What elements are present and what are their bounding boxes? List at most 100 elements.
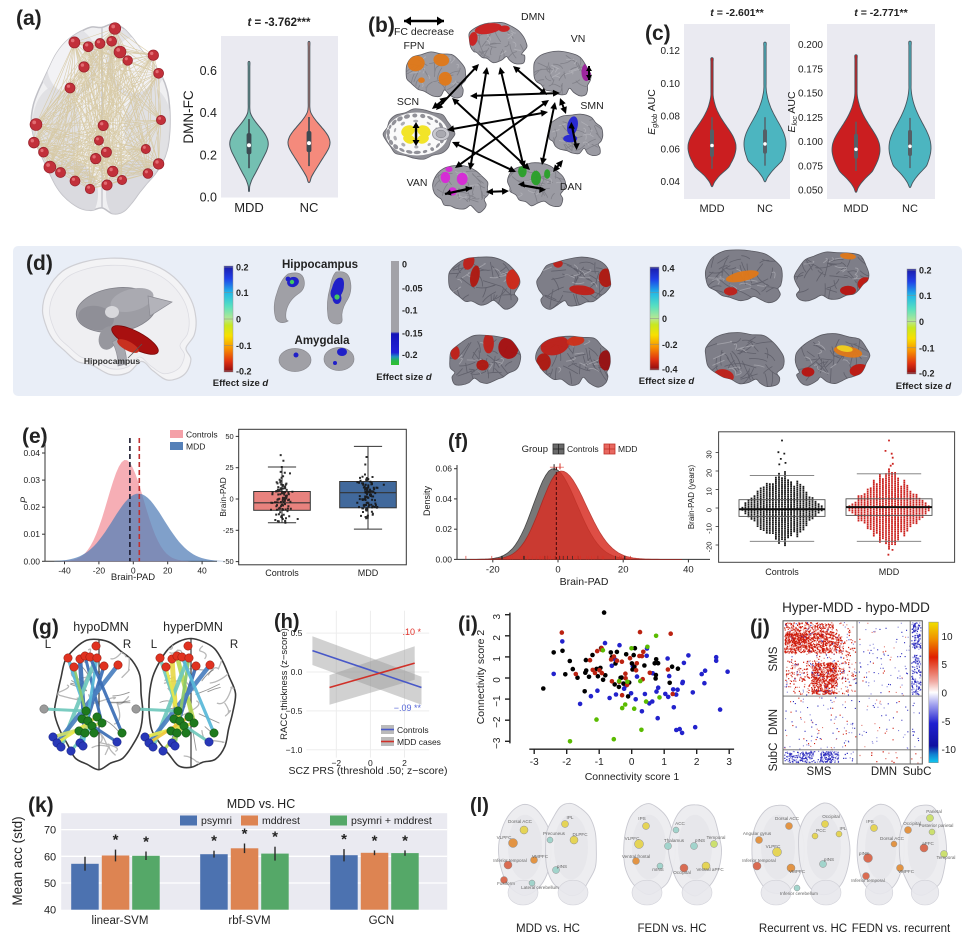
svg-text:MDD: MDD: [618, 444, 637, 454]
svg-text:linear-SVM: linear-SVM: [92, 915, 149, 927]
svg-text:Eloc AUC: Eloc AUC: [786, 91, 799, 133]
svg-text:.10 *: .10 *: [402, 627, 421, 637]
svg-text:t = -2.771**: t = -2.771**: [854, 7, 908, 19]
svg-text:SubC: SubC: [768, 743, 780, 772]
svg-text:FEDN vs. recurrent: FEDN vs. recurrent: [852, 923, 951, 935]
svg-text:0.4: 0.4: [662, 264, 675, 274]
svg-text:pINS: pINS: [824, 857, 834, 862]
svg-text:0.08: 0.08: [661, 112, 681, 123]
svg-text:Occipital: Occipital: [673, 870, 691, 875]
svg-text:R: R: [123, 639, 131, 651]
svg-text:0: 0: [629, 757, 635, 768]
svg-text:0.0: 0.0: [200, 191, 217, 205]
svg-text:Precuneus: Precuneus: [543, 831, 566, 836]
svg-text:0.00: 0.00: [435, 554, 452, 564]
svg-text:(l): (l): [470, 795, 489, 817]
svg-text:VMPFC: VMPFC: [789, 869, 806, 874]
svg-text:ACC: ACC: [675, 821, 685, 826]
svg-text:0.050: 0.050: [798, 186, 823, 197]
svg-text:0.1: 0.1: [919, 291, 932, 301]
svg-text:-0.15: -0.15: [402, 328, 423, 338]
svg-text:50: 50: [44, 878, 56, 890]
svg-text:VN: VN: [571, 33, 586, 45]
svg-text:-20: -20: [486, 564, 500, 575]
svg-text:0: 0: [662, 314, 667, 324]
svg-text:psymri + mddrest: psymri + mddrest: [351, 815, 432, 827]
svg-text:Hyper-MDD - hypo-MDD: Hyper-MDD - hypo-MDD: [782, 600, 930, 615]
svg-text:FEDN vs. HC: FEDN vs. HC: [638, 923, 707, 935]
svg-text:0.06: 0.06: [435, 464, 452, 474]
svg-text:Eglob AUC: Eglob AUC: [646, 89, 659, 135]
svg-text:NC: NC: [757, 203, 773, 215]
svg-text:Connectivity score 1: Connectivity score 1: [585, 771, 680, 783]
svg-text:-0.2: -0.2: [919, 368, 935, 378]
svg-text:pINS: pINS: [859, 851, 869, 856]
svg-text:30: 30: [705, 450, 714, 458]
svg-text:*: *: [372, 832, 378, 849]
svg-text:−1.0: −1.0: [286, 745, 303, 755]
svg-text:1: 1: [661, 757, 667, 768]
svg-text:Group: Group: [522, 444, 548, 455]
svg-text:SCZ PRS (threshold .50; z−scor: SCZ PRS (threshold .50; z−score): [288, 765, 447, 777]
svg-text:(c): (c): [645, 22, 671, 45]
svg-text:10: 10: [705, 487, 714, 495]
svg-text:Occipital: Occipital: [903, 821, 921, 826]
svg-text:0.04: 0.04: [435, 494, 452, 504]
svg-text:-50: -50: [223, 557, 234, 566]
svg-text:Ventral aPFC: Ventral aPFC: [696, 867, 724, 872]
svg-text:0.00: 0.00: [23, 556, 40, 566]
svg-text:VLPFC: VLPFC: [497, 835, 512, 840]
svg-text:0.2: 0.2: [662, 288, 675, 298]
svg-text:0.4: 0.4: [200, 106, 217, 120]
svg-text:Thalamus: Thalamus: [664, 838, 685, 843]
svg-text:0: 0: [919, 317, 924, 327]
svg-text:mddrest: mddrest: [262, 815, 300, 827]
svg-text:2: 2: [694, 757, 700, 768]
svg-text:IPL: IPL: [567, 815, 574, 820]
svg-text:-0.05: -0.05: [402, 284, 423, 294]
svg-text:0: 0: [555, 564, 560, 575]
svg-text:-3: -3: [530, 757, 539, 768]
svg-text:25: 25: [225, 463, 233, 472]
svg-text:20: 20: [163, 565, 173, 575]
svg-text:VMPFC: VMPFC: [532, 854, 549, 859]
svg-text:MDD cases: MDD cases: [397, 737, 441, 747]
svg-text:0.2: 0.2: [236, 263, 249, 273]
svg-text:L: L: [45, 639, 52, 651]
svg-text:5: 5: [942, 660, 948, 671]
svg-text:Brain-PAD: Brain-PAD: [218, 477, 228, 517]
svg-text:20: 20: [618, 564, 629, 575]
svg-text:Fusiform: Fusiform: [497, 881, 515, 886]
svg-text:IPS: IPS: [866, 819, 873, 824]
svg-text:Effect size d: Effect size d: [376, 372, 432, 383]
svg-text:Brain-PAD (years): Brain-PAD (years): [687, 465, 696, 530]
svg-text:MDD: MDD: [879, 567, 900, 577]
svg-text:SubC: SubC: [903, 766, 932, 778]
svg-text:0.10: 0.10: [661, 79, 681, 90]
svg-text:0.01: 0.01: [23, 529, 40, 539]
svg-text:VLPFC: VLPFC: [766, 844, 781, 849]
svg-text:NC: NC: [300, 200, 319, 215]
svg-text:*: *: [402, 832, 408, 849]
svg-text:0.02: 0.02: [435, 524, 452, 534]
svg-text:VAN: VAN: [407, 177, 428, 189]
svg-text:DLPFC: DLPFC: [572, 832, 588, 837]
svg-text:Mean acc (std): Mean acc (std): [10, 816, 25, 905]
svg-text:Controls: Controls: [765, 567, 799, 577]
svg-text:FPN: FPN: [404, 40, 425, 52]
svg-text:0.075: 0.075: [798, 161, 823, 172]
svg-text:0.12: 0.12: [661, 46, 681, 57]
svg-text:Lateral cerebellum: Lateral cerebellum: [521, 885, 559, 890]
svg-text:IPS: IPS: [638, 816, 645, 821]
svg-text:40: 40: [197, 565, 207, 575]
svg-text:-0.1: -0.1: [402, 305, 418, 315]
svg-text:rbf-SVM: rbf-SVM: [228, 915, 270, 927]
svg-text:MDD vs. HC: MDD vs. HC: [516, 923, 580, 935]
svg-text:NC: NC: [902, 203, 918, 215]
svg-text:0.125: 0.125: [798, 113, 823, 124]
svg-text:t = -3.762***: t = -3.762***: [248, 17, 312, 29]
svg-text:hyperDMN: hyperDMN: [163, 620, 223, 634]
svg-text:0: 0: [705, 508, 714, 512]
svg-text:*: *: [113, 832, 119, 849]
svg-text:mINS: mINS: [652, 867, 663, 872]
